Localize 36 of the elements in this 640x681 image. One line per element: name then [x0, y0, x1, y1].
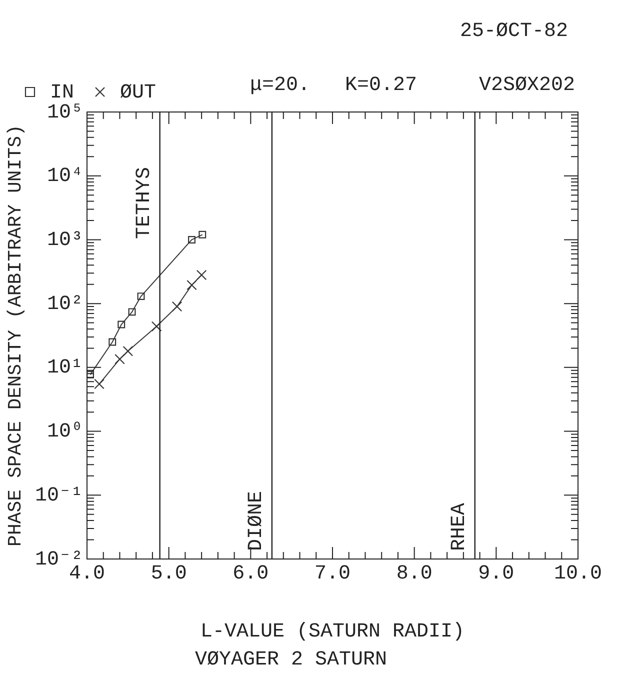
x-tick-label: 6.0	[232, 562, 269, 586]
x-tick-label: 10.0	[554, 562, 602, 586]
point	[94, 378, 104, 390]
point	[128, 308, 136, 316]
point	[172, 301, 182, 312]
y-tick-label: 10¹	[46, 356, 83, 380]
ref-line-label: DIØNE	[245, 490, 268, 551]
point	[151, 321, 162, 332]
x-tick-label: 8.0	[396, 562, 432, 586]
point	[188, 236, 196, 244]
y-tick-label: 10³	[46, 229, 83, 252]
x-tick-label: 7.0	[314, 562, 351, 586]
point	[114, 354, 125, 364]
x-tick-label: 9.0	[478, 562, 514, 586]
text: 25-ØCT-82	[460, 20, 568, 43]
point	[196, 270, 207, 280]
legend-label: ØUT	[120, 81, 156, 104]
text: V2SØX202	[478, 74, 575, 97]
text: μ=20.	[250, 74, 310, 97]
x-axis-title: L-VALUE (SATURN RADII)	[200, 620, 465, 644]
y-tick-label: 10⁴	[46, 165, 83, 188]
point	[137, 292, 145, 300]
y-tick-label: 10²	[46, 292, 83, 316]
text: VØYAGER 2 SATURN	[194, 648, 388, 672]
y-tick-label: 10⁰	[46, 420, 83, 444]
ref-line-label: TETHYS	[133, 167, 156, 240]
point	[108, 338, 116, 346]
point	[186, 280, 197, 290]
point	[118, 320, 126, 328]
x-tick-label: 5.0	[150, 562, 187, 586]
text: K=0.27	[345, 74, 418, 97]
ref-line-label: RHEA	[448, 502, 472, 551]
y-axis-title: PHASE SPACE DENSITY (ARBITRARY UNITS)	[4, 124, 26, 546]
point	[198, 230, 206, 238]
point	[122, 346, 134, 356]
y-tick-label: 10⁻¹	[34, 484, 83, 508]
